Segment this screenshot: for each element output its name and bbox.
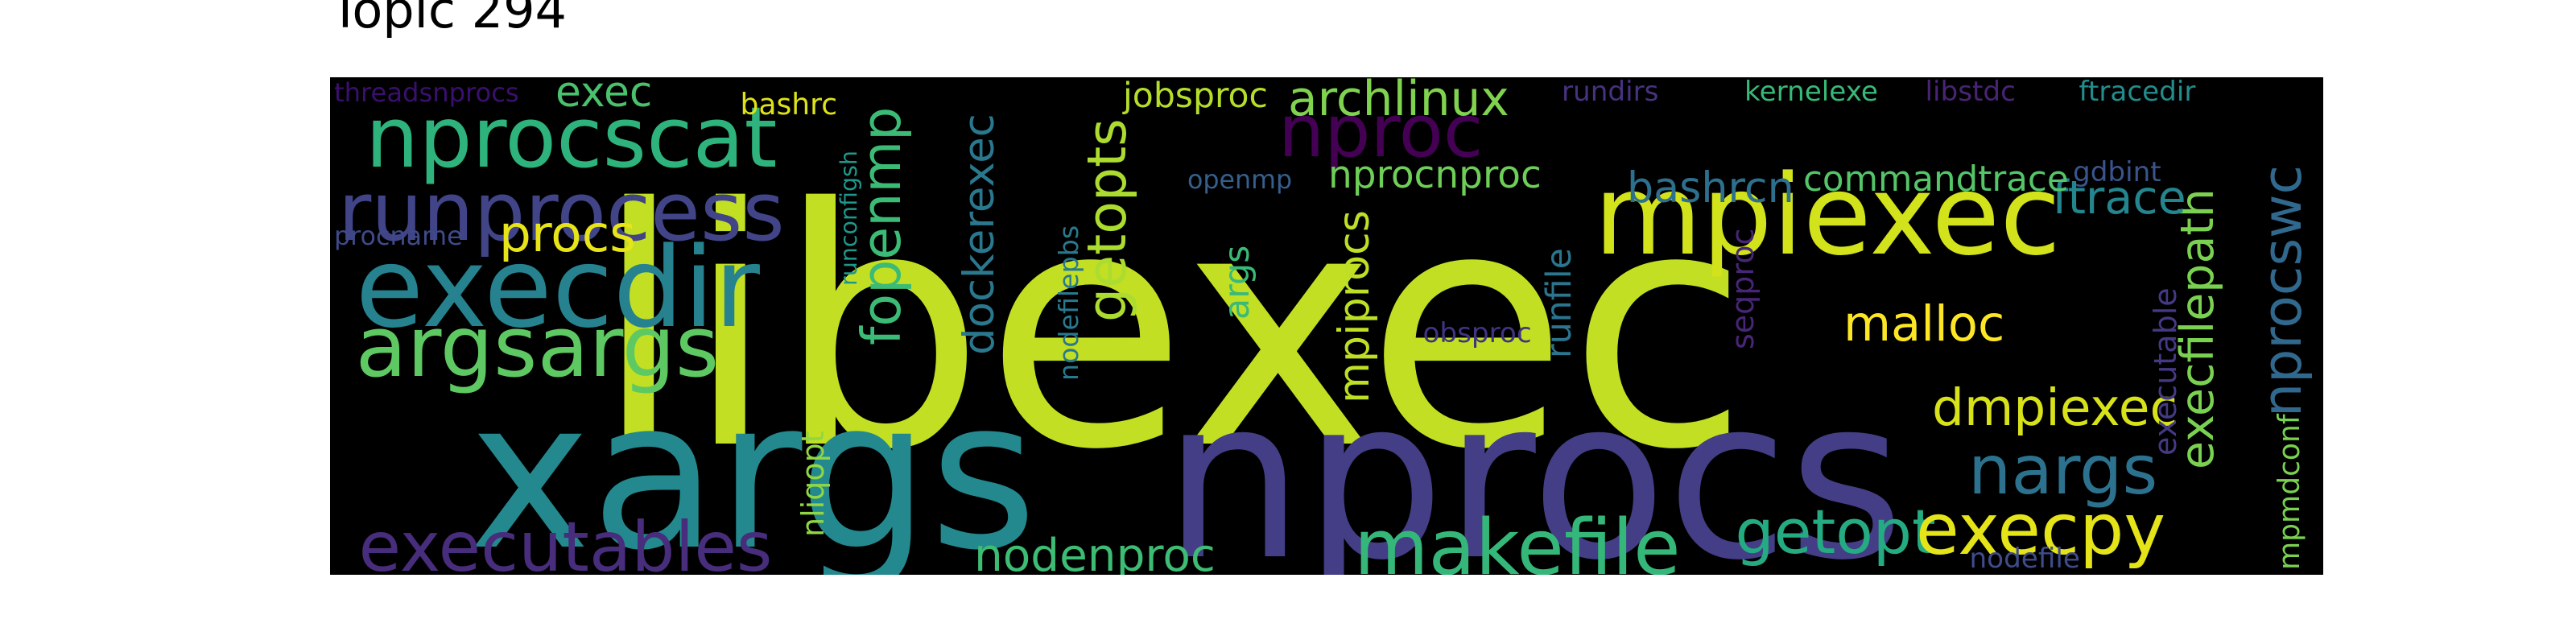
cloud-word: nodefilepbs: [1053, 225, 1084, 381]
cloud-word: bashrcn: [1627, 163, 1794, 213]
cloud-word: nodefile: [1969, 543, 2080, 575]
cloud-word: args: [1217, 245, 1257, 320]
cloud-word: libexec: [593, 138, 1749, 522]
cloud-word: seqproc: [1725, 228, 1761, 349]
cloud-word: nprocs: [1163, 350, 1905, 575]
cloud-word: mpmdconf: [2273, 414, 2306, 570]
cloud-word: jobsproc: [1123, 77, 1268, 116]
cloud-word: nprocnproc: [1328, 153, 1542, 197]
cloud-word: execpy: [1916, 489, 2166, 571]
cloud-word: obsproc: [1422, 317, 1532, 349]
cloud-word: rundirs: [1562, 77, 1659, 108]
cloud-word: xargs: [469, 355, 1038, 575]
cloud-word: archlinux: [1288, 77, 1509, 127]
cloud-word: malloc: [1843, 296, 2005, 353]
cloud-word: getopts: [1075, 118, 1138, 322]
cloud-word: getopt: [1735, 496, 1936, 568]
cloud-word: procs: [499, 204, 636, 263]
cloud-word: execdir: [355, 223, 760, 353]
cloud-word: nprocswc: [2250, 164, 2314, 417]
cloud-word: mpiexec: [1594, 151, 2061, 280]
cloud-word: commandtrace: [1803, 159, 2069, 200]
cloud-word: executables: [358, 508, 773, 575]
cloud-word: nargs: [1968, 430, 2158, 510]
cloud-word: procname: [334, 221, 463, 251]
cloud-word: executable: [2148, 287, 2183, 456]
cloud-word: gdbint: [2073, 156, 2161, 188]
cloud-word: dockerexec: [955, 114, 1004, 355]
cloud-word: nprocscat: [365, 88, 778, 187]
cloud-word: libstdc: [1925, 77, 2016, 108]
cloud-word: openmp: [1187, 166, 1293, 195]
page-title: Topic 294: [330, 0, 567, 39]
cloud-word: nodenproc: [974, 530, 1216, 575]
cloud-word: exec: [555, 77, 653, 117]
cloud-word: makefile: [1354, 503, 1681, 575]
cloud-word: bashrc: [740, 88, 838, 122]
cloud-word: fopenmp: [849, 106, 913, 345]
cloud-word: runprocess: [338, 164, 785, 259]
cloud-word: dmpiexec: [1932, 378, 2178, 437]
cloud-word: threadsnprocs: [334, 77, 519, 108]
cloud-word: argsargs: [355, 297, 720, 396]
cloud-word: mpiprocs: [1330, 210, 1379, 403]
cloud-word: nliqopt: [795, 431, 831, 537]
cloud-word: ftrace: [2052, 171, 2186, 225]
cloud-word: runfile: [1539, 247, 1579, 358]
cloud-word: kernelexe: [1744, 77, 1878, 108]
word-cloud: libexec xargs nprocs mpiexec execdir nprocsca…: [330, 77, 2323, 575]
cloud-word: nproc: [1278, 89, 1484, 174]
cloud-word: ftracedir: [2079, 77, 2196, 108]
cloud-word: runconfigsh: [835, 151, 862, 286]
